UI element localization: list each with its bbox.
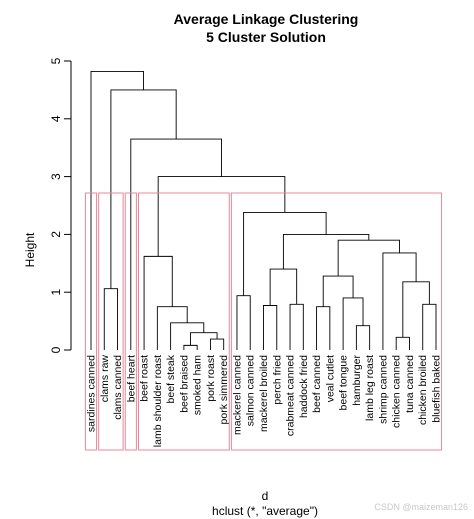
- leaf-label: haddock fried: [298, 355, 310, 418]
- dendrogram-merge: [422, 303, 437, 350]
- cluster-rectangle: [98, 192, 124, 451]
- leaf-label: beef steak: [165, 354, 177, 403]
- leaf-label: mackerel broiled: [258, 355, 270, 432]
- dendrogram-merge: [289, 303, 304, 350]
- cluster-rectangles: [84, 192, 443, 451]
- leaf-label: chicken broiled: [417, 355, 429, 425]
- cluster-rectangle: [138, 192, 230, 451]
- y-tick-label: 1: [49, 289, 63, 296]
- dendrogram-merge: [316, 306, 331, 350]
- leaf-label: salmon canned: [245, 355, 257, 426]
- y-tick-label: 0: [49, 346, 63, 353]
- leaf-label: beef roast: [139, 355, 151, 402]
- dendrogram-merge: [355, 325, 371, 350]
- dendrogram-merge: [236, 295, 251, 350]
- dendrogram-merge: [156, 306, 188, 350]
- dendrogram-merge: [395, 336, 410, 350]
- leaf-label: lamb shoulder roast: [152, 355, 164, 447]
- leaf-label: clams canned: [112, 355, 124, 420]
- leaf-label: hamburger: [351, 355, 363, 406]
- y-axis-label: Height: [23, 232, 37, 267]
- dendrogram-merge: [263, 305, 278, 350]
- dendrogram-merge: [209, 338, 225, 350]
- dendrogram-merge: [183, 344, 198, 350]
- dendrogram-merge: [157, 176, 286, 257]
- dendrogram-merge: [90, 70, 144, 350]
- leaf-label: crabmeat canned: [285, 355, 297, 436]
- leaf-label: beef braised: [178, 355, 190, 413]
- leaf-label: chicken canned: [391, 355, 403, 428]
- leaf-label: mackerel canned: [231, 355, 243, 435]
- cluster-rectangle: [124, 192, 137, 451]
- cluster-rectangle: [230, 192, 443, 451]
- dendrogram-branches: [90, 70, 437, 350]
- y-tick-label: 5: [49, 57, 63, 64]
- y-axis: 0 1 2 3 4 5: [49, 57, 72, 353]
- dendrogram-merge: [170, 322, 205, 350]
- dendrogram-merge: [110, 89, 177, 289]
- y-tick-label: 2: [49, 231, 63, 238]
- leaf-label: bluefish baked: [431, 355, 443, 423]
- chart-title-line-2: 5 Cluster Solution: [206, 29, 326, 45]
- leaf-label: clams raw: [99, 355, 111, 403]
- leaf-label: pork roast: [205, 355, 217, 402]
- y-tick-label: 4: [49, 115, 63, 122]
- leaf-label: shrimp canned: [377, 355, 389, 424]
- leaf-label: beef heart: [125, 355, 137, 402]
- leaf-labels: sardines canned clams raw clams canned beef…: [86, 354, 443, 447]
- leaf-label: sardines canned: [86, 355, 98, 432]
- dendrogram-merge: [243, 211, 327, 296]
- leaf-label: beef tongue: [338, 355, 350, 411]
- dendrogram-merge: [337, 239, 400, 277]
- dendrogram-merge: [143, 255, 173, 350]
- x-axis-label: d: [262, 489, 269, 503]
- dendrogram-merge: [103, 288, 118, 350]
- leaf-label: beef canned: [311, 355, 323, 413]
- cluster-rectangle: [84, 192, 98, 451]
- chart-title-line-1: Average Linkage Clustering: [174, 11, 359, 27]
- method-sublabel: hclust (*, "average"): [212, 504, 318, 518]
- dendrogram-merge: [282, 233, 370, 270]
- leaf-label: perch fried: [271, 355, 283, 405]
- leaf-label: smoked ham: [192, 355, 204, 415]
- leaf-label: veal cutlet: [324, 355, 336, 402]
- y-tick-label: 3: [49, 173, 63, 180]
- dendrogram-merge: [342, 297, 364, 350]
- dendrogram-merge: [382, 252, 417, 350]
- dendrogram-merge: [322, 275, 354, 307]
- leaf-label: pork simmered: [218, 355, 230, 425]
- watermark-text: CSDN @maizeman126: [374, 502, 468, 512]
- dendrogram-merge: [269, 268, 298, 306]
- leaf-label: tuna canned: [404, 355, 416, 413]
- leaf-label: lamb leg roast: [364, 355, 376, 421]
- dendrogram-merge: [402, 281, 430, 338]
